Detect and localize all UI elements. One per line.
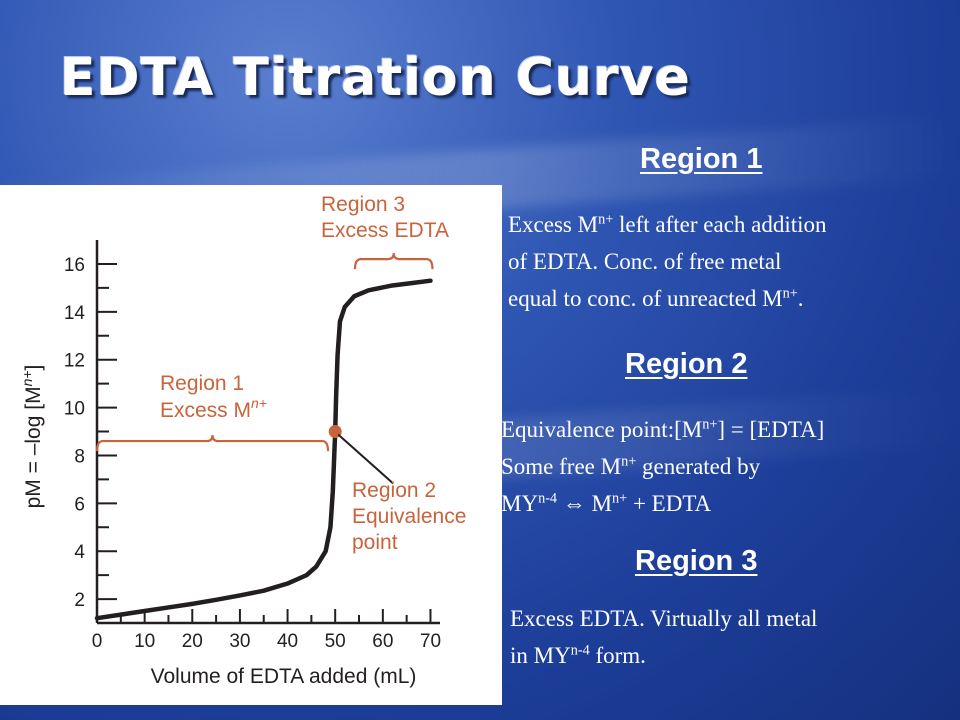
superscript: n+ bbox=[702, 416, 718, 433]
y-tick-label: 12 bbox=[64, 351, 85, 372]
region-2-annotation-line: Equivalence bbox=[352, 505, 466, 528]
region-3-heading: Region 3 bbox=[635, 545, 758, 577]
text-run: Equivalence point:[M bbox=[501, 417, 703, 442]
superscript: n+ bbox=[598, 211, 614, 228]
y-tick-label: 10 bbox=[64, 399, 85, 420]
x-tick-label: 20 bbox=[182, 631, 203, 652]
y-tick-label: 16 bbox=[64, 255, 85, 276]
superscript: n+ bbox=[621, 453, 637, 470]
titration-chart: 0 10 20 30 40 50 60 70 2 4 6 8 10 12 14 16 Volume of EDT… bbox=[19, 193, 466, 688]
region-1-bracket bbox=[95, 435, 330, 452]
y-axis-label: pM = –log [Mn+] bbox=[19, 365, 45, 509]
x-tick-label: 50 bbox=[325, 631, 346, 652]
superscript: n+ bbox=[612, 490, 628, 507]
x-tick-label: 40 bbox=[277, 631, 298, 652]
description-line: Some free Mn+ generated by bbox=[501, 448, 824, 485]
description-line: in MYn-4 form. bbox=[510, 637, 817, 674]
annotation-superscript: n+ bbox=[251, 395, 267, 411]
region-1-annotation-line: Region 1 bbox=[160, 372, 244, 395]
annotation-text: Region 1 bbox=[160, 372, 244, 395]
region-1-description: Excess Mn+ left after each addition of ED… bbox=[508, 206, 827, 317]
superscript: n+ bbox=[782, 285, 798, 302]
region-1-annotation-line: Excess Mn+ bbox=[160, 395, 267, 422]
region-3-bracket bbox=[353, 253, 434, 270]
description-line: MYn-4 ⇔ Mn+ + EDTA bbox=[501, 485, 824, 522]
x-tick-label: 0 bbox=[92, 631, 103, 652]
y-axis-label-text: ] bbox=[22, 365, 45, 371]
text-run: ] = [EDTA] bbox=[717, 417, 825, 442]
slide-title: EDTA Titration Curve bbox=[60, 48, 691, 108]
region-3-annotation-line: Region 3 bbox=[321, 193, 405, 216]
text-run: in MY bbox=[510, 643, 571, 668]
text-run: equal to conc. of unreacted M bbox=[508, 286, 783, 311]
region-2-annotation-line: Region 2 bbox=[352, 479, 436, 502]
text-run: ⇔ M bbox=[557, 491, 613, 516]
text-run: Excess M bbox=[508, 212, 599, 237]
titration-curve bbox=[94, 278, 433, 621]
region-3-annotation-line: Excess EDTA bbox=[321, 219, 449, 242]
description-line: Excess EDTA. Virtually all metal bbox=[510, 600, 817, 637]
description-line: of EDTA. Conc. of free metal bbox=[508, 243, 827, 280]
x-tick-label: 70 bbox=[420, 631, 441, 652]
text-run: . bbox=[797, 286, 804, 311]
text-run: form. bbox=[589, 643, 646, 668]
text-run: Some free M bbox=[501, 454, 622, 479]
region-1-heading: Region 1 bbox=[640, 143, 763, 175]
annotation-text: Excess M bbox=[160, 399, 251, 422]
x-axis-label: Volume of EDTA added (mL) bbox=[151, 665, 417, 688]
superscript: n-4 bbox=[570, 642, 590, 659]
y-axis-label-superscript: n+ bbox=[19, 370, 35, 386]
text-run: + EDTA bbox=[627, 491, 712, 516]
region-3-description: Excess EDTA. Virtually all metal in MYn-4… bbox=[510, 600, 817, 674]
y-tick-label: 14 bbox=[64, 303, 86, 324]
y-tick-label: 6 bbox=[74, 494, 85, 515]
description-line: Equivalence point:[Mn+] = [EDTA] bbox=[501, 411, 824, 448]
x-tick-label: 30 bbox=[229, 631, 250, 652]
superscript: n-4 bbox=[538, 490, 558, 507]
x-tick-label: 10 bbox=[134, 631, 155, 652]
titration-chart-panel: 0 10 20 30 40 50 60 70 2 4 6 8 10 12 14 16 Volume of EDT… bbox=[0, 185, 502, 705]
y-tick-label: 4 bbox=[74, 542, 85, 563]
region-2-heading: Region 2 bbox=[625, 348, 748, 380]
description-line: Excess Mn+ left after each addition bbox=[508, 206, 827, 243]
text-run: left after each addition bbox=[613, 212, 827, 237]
text-run: Excess EDTA. Virtually all metal bbox=[510, 606, 818, 631]
x-tick-label: 60 bbox=[372, 631, 393, 652]
text-run: generated by bbox=[636, 454, 761, 479]
text-run: of EDTA. Conc. of free metal bbox=[508, 249, 782, 274]
equivalence-leader-line bbox=[337, 433, 394, 485]
region-2-annotation-line: point bbox=[352, 531, 398, 554]
y-tick-label: 2 bbox=[74, 590, 85, 611]
region-2-description: Equivalence point:[Mn+] = [EDTA] Some fre… bbox=[501, 411, 824, 522]
y-axis-label-text: pM = –log [M bbox=[22, 386, 45, 508]
y-tick-label: 8 bbox=[74, 446, 85, 467]
description-line: equal to conc. of unreacted Mn+. bbox=[508, 280, 827, 317]
text-run: MY bbox=[501, 491, 539, 516]
